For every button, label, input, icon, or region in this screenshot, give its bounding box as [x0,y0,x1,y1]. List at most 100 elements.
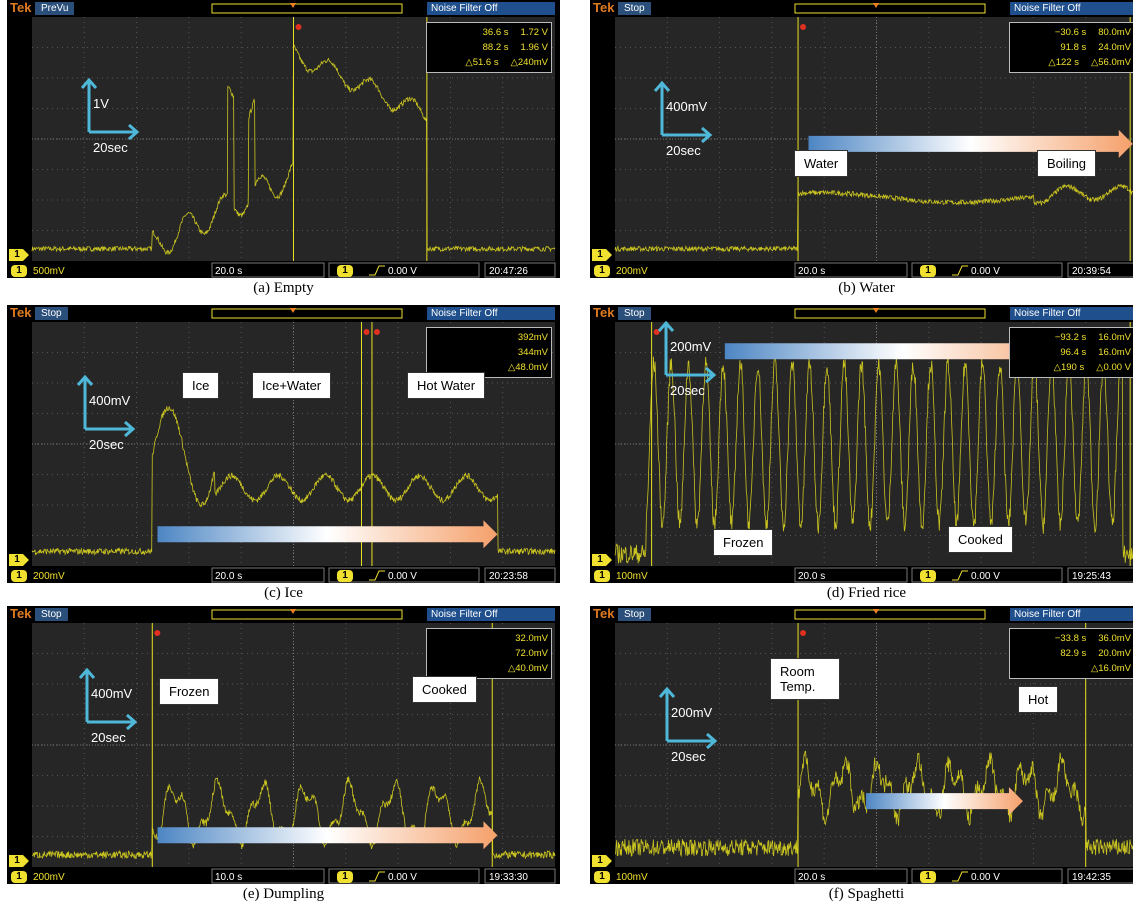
readout-value: △0.00 V [1096,360,1131,375]
timeline [212,309,402,318]
readout-row: −93.2 s 16.0mV [1013,330,1131,345]
timeline [795,4,985,13]
caption: (c) Ice [7,585,560,602]
readout-value: 96.4 s [1060,345,1086,360]
clock: 19:25:43 [1072,570,1111,583]
annotation-label: Cooked [948,526,1013,553]
readout-value: 88.2 s [483,40,509,55]
annotation-label: Ice+Water [252,372,331,399]
readout-value: 91.8 s [1060,40,1086,55]
cursor-mark [363,329,369,335]
scale-volts: 400mV [91,686,132,701]
readout-row: △40.0mV [430,661,548,676]
brand: Tek [593,1,614,14]
cursor-mark [374,329,380,335]
scale-time: 20sec [671,749,706,764]
annotation-label: Hot Water [407,372,485,399]
scale-volts: 400mV [89,393,130,408]
readout-row: 392mV [430,330,548,345]
volts-div: 200mV [616,265,648,278]
trigger-badge: 1 [920,871,936,883]
filter-status: Noise Filter Off [427,608,555,621]
readout-value: 72.0mV [515,646,548,661]
readout-value: 24.0mV [1098,40,1131,55]
mode: Stop [618,307,651,320]
trigger-marker [873,609,879,614]
caption: (f) Spaghetti [590,886,1133,903]
readout-row: 96.4 s 16.0mV [1013,345,1131,360]
volts-div: 500mV [33,265,65,278]
timeline [795,610,985,619]
ground-channel: 1 [592,554,608,566]
cursor-mark [154,630,160,636]
readout-value: 82.9 s [1060,646,1086,661]
readout-value: 392mV [518,330,548,345]
brand: Tek [10,1,31,14]
readout-row: 344mV [430,345,548,360]
scale-time: 20sec [670,383,705,398]
slope-icon [369,266,385,275]
brand: Tek [593,607,614,620]
caption: (a) Empty [7,280,560,297]
readout-value: 16.0mV [1098,330,1131,345]
slope-icon [952,266,968,275]
cursor-mark [800,24,806,30]
trigger-badge: 1 [337,265,353,277]
slope-icon [952,872,968,881]
channel-badge: 1 [594,871,610,883]
trigger-marker [290,308,296,313]
readout-value: △48.0mV [508,360,548,375]
trigger-marker [290,609,296,614]
readout-value: −33.8 s [1055,631,1086,646]
readout-value: 36.6 s [483,25,509,40]
annotation-label: Water [794,150,848,177]
readout: 392mV344mV△48.0mV [426,327,552,378]
scale-volts: 400mV [666,99,707,114]
brand: Tek [10,306,31,319]
readout-value: 1.96 V [521,40,548,55]
readout-value: 1.72 V [521,25,548,40]
channel-badge: 1 [11,265,27,277]
time-div: 20.0 s [798,265,825,278]
filter-status: Noise Filter Off [427,307,555,320]
scope-panel: TekStopNoise Filter Off−30.6 s80.0mV91.8… [590,0,1133,278]
scale-volts: 1V [93,96,109,111]
readout: −33.8 s36.0mV82.9 s20.0mV△16.0mV [1009,628,1133,679]
readout-row: △122 s△56.0mV [1013,55,1131,70]
brand: Tek [10,607,31,620]
channel-badge: 1 [11,871,27,883]
readout: −30.6 s80.0mV91.8 s 24.0mV△122 s△56.0mV [1009,22,1133,73]
scale-time: 20sec [93,140,128,155]
readout-value: −93.2 s [1055,330,1086,345]
annotation-label: Boiling [1037,150,1096,177]
volts-div: 200mV [33,570,65,583]
channel-badge: 1 [594,570,610,582]
readout-row: 91.8 s 24.0mV [1013,40,1131,55]
ground-channel: 1 [9,855,25,867]
trigger-marker [873,3,879,8]
readout-value: 344mV [518,345,548,360]
figure: {"panels":[ {"brand":"Tek","mode":"PreVu… [0,0,1133,912]
clock: 20:39:54 [1072,265,1111,278]
readout-value: 32.0mV [515,631,548,646]
trigger-level: 0.00 V [971,570,1000,583]
readout-value: −30.6 s [1055,25,1086,40]
readout-value: △16.0mV [1091,661,1131,676]
readout-value: △40.0mV [508,661,548,676]
readout-value: 16.0mV [1098,345,1131,360]
readout-value: △190 s [1054,360,1085,375]
slope-icon [369,872,385,881]
readout-value: 36.0mV [1098,631,1131,646]
scale-time: 20sec [91,730,126,745]
ground-channel: 1 [9,554,25,566]
readout-row: 88.2 s 1.96 V [430,40,548,55]
trigger-badge: 1 [337,871,353,883]
time-div: 20.0 s [215,265,242,278]
trigger-badge: 1 [337,570,353,582]
ground-channel: 1 [9,249,25,261]
time-div: 20.0 s [798,570,825,583]
readout-value: △56.0mV [1091,55,1131,70]
scale-volts: 200mV [670,339,711,354]
